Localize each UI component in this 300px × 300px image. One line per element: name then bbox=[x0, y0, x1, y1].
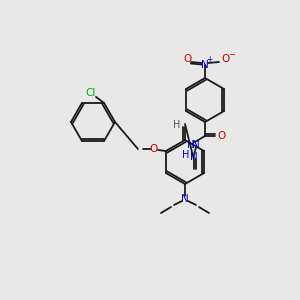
Text: O: O bbox=[221, 54, 229, 64]
Text: N: N bbox=[181, 194, 189, 204]
Text: −: − bbox=[229, 50, 236, 59]
Text: O: O bbox=[150, 144, 158, 154]
Text: Cl: Cl bbox=[86, 88, 96, 98]
Text: N: N bbox=[190, 152, 198, 162]
Text: O: O bbox=[183, 54, 191, 64]
Text: O: O bbox=[218, 131, 226, 141]
Text: N: N bbox=[192, 140, 200, 150]
Text: +: + bbox=[206, 56, 212, 64]
Text: N: N bbox=[201, 60, 209, 70]
Text: H: H bbox=[173, 120, 181, 130]
Text: H: H bbox=[182, 150, 190, 160]
Text: H: H bbox=[187, 140, 195, 150]
